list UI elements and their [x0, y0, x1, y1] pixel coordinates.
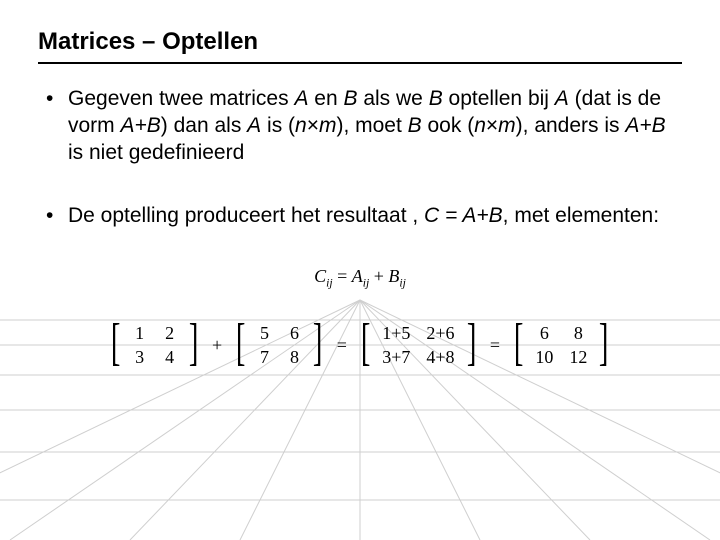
cell: 7 — [257, 347, 271, 368]
expr-AplusB: A+B — [121, 114, 161, 137]
var-C: C — [314, 266, 326, 286]
right-bracket-icon: ] — [189, 317, 199, 369]
var-n: n — [295, 114, 307, 137]
var-n: n — [474, 114, 486, 137]
expr-AplusB: A+B — [625, 114, 665, 137]
text: , met elementen: — [503, 204, 659, 227]
left-bracket-icon: [ — [361, 317, 371, 369]
plus: + — [369, 266, 388, 286]
matrix-2: 56 78 — [257, 321, 301, 369]
var-B: B — [408, 114, 422, 137]
text: ), moet — [336, 114, 407, 137]
var-A: A — [294, 87, 308, 110]
equals-operator: = — [335, 335, 349, 356]
cell: 4+8 — [426, 347, 454, 368]
cell: 1 — [133, 323, 147, 344]
left-bracket-icon: [ — [236, 317, 246, 369]
var-A: A — [247, 114, 261, 137]
equals: = — [333, 266, 352, 286]
cell: 8 — [569, 323, 587, 344]
matrix-4-result: 68 10 12 — [535, 321, 587, 369]
cell: 2 — [163, 323, 177, 344]
cell: 8 — [287, 347, 301, 368]
matrix-1: 12 34 — [133, 321, 177, 369]
cell: 5 — [257, 323, 271, 344]
text: als we — [358, 87, 429, 110]
text: De optelling produceert het resultaat , — [68, 204, 424, 227]
matrix-addition-example: [ 12 34 ] + [ 56 78 ] = [ 1+52+6 3+74+8 … — [38, 319, 682, 371]
bullet-list: Gegeven twee matrices A en B als we B op… — [38, 86, 682, 230]
text: ) dan als — [161, 114, 247, 137]
cell: 12 — [569, 347, 587, 368]
cell: 3 — [133, 347, 147, 368]
var-m: m — [319, 114, 337, 137]
cell: 2+6 — [426, 323, 454, 344]
var-m: m — [498, 114, 516, 137]
plus-operator: + — [210, 335, 224, 356]
expr-C-eq-AplusB: C = A+B — [424, 204, 503, 227]
cell: 10 — [535, 347, 553, 368]
cell: 6 — [287, 323, 301, 344]
text: is niet gedefinieerd — [68, 141, 244, 164]
text: en — [308, 87, 343, 110]
subscript-ij: ij — [399, 276, 406, 289]
text: optellen bij — [443, 87, 555, 110]
var-B: B — [388, 266, 399, 286]
right-bracket-icon: ] — [313, 317, 323, 369]
matrix-3-sums: 1+5 2+6 3+7 4+8 — [382, 321, 454, 369]
var-B: B — [343, 87, 357, 110]
cell: 1+5 — [382, 323, 410, 344]
left-bracket-icon: [ — [514, 317, 524, 369]
cell: 3+7 — [382, 347, 410, 368]
equals-operator: = — [488, 335, 502, 356]
text: ), anders is — [516, 114, 626, 137]
slide-title: Matrices – Optellen — [38, 28, 682, 64]
var-B: B — [429, 87, 443, 110]
text: is ( — [261, 114, 295, 137]
right-bracket-icon: ] — [599, 317, 609, 369]
right-bracket-icon: ] — [466, 317, 476, 369]
slide-content: Matrices – Optellen Gegeven twee matrice… — [0, 0, 720, 371]
bullet-1: Gegeven twee matrices A en B als we B op… — [46, 86, 682, 167]
element-formula: Cij = Aij + Bij — [38, 266, 682, 290]
var-A: A — [555, 87, 569, 110]
left-bracket-icon: [ — [111, 317, 121, 369]
text: ook ( — [422, 114, 475, 137]
var-A: A — [352, 266, 363, 286]
cell: 4 — [163, 347, 177, 368]
bullet-2: De optelling produceert het resultaat , … — [46, 203, 682, 230]
cell: 6 — [535, 323, 553, 344]
times-symbol: × — [486, 114, 498, 137]
times-symbol: × — [307, 114, 319, 137]
text: Gegeven twee matrices — [68, 87, 294, 110]
